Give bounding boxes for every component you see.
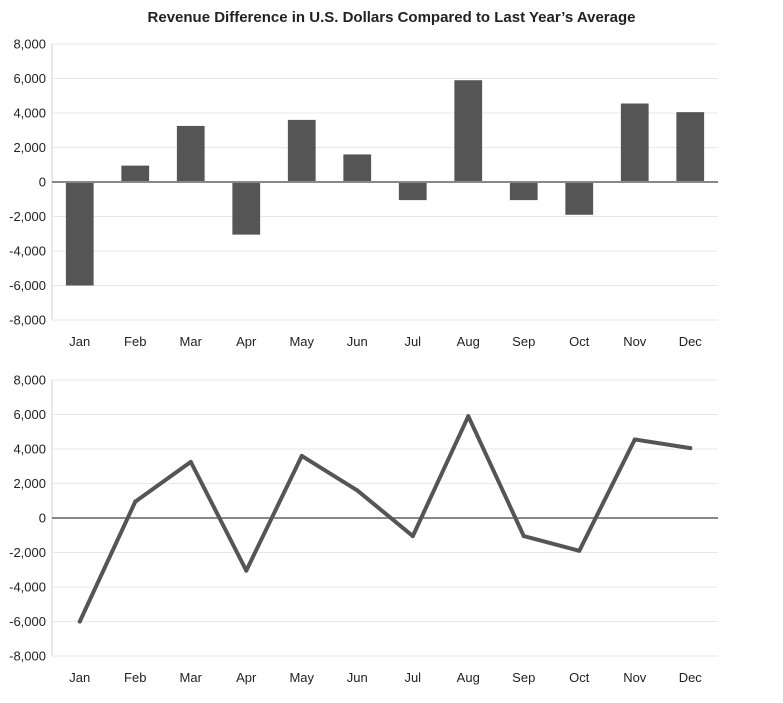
x-tick-label: Jan (69, 670, 90, 685)
x-tick-label: Feb (124, 334, 146, 349)
bar-jan (65, 182, 94, 286)
bar-jul (398, 182, 427, 201)
x-tick-label: Feb (124, 670, 146, 685)
point-dec (688, 446, 693, 451)
x-tick-label: Oct (569, 334, 590, 349)
point-apr (244, 568, 249, 573)
x-tick-label: Nov (623, 670, 647, 685)
x-tick-label: Jul (404, 670, 421, 685)
point-sep (521, 534, 526, 539)
line-chart: 8,000 6,000 4,000 2,000 0 -2,000 -4,000 -6,000 -… (9, 373, 718, 685)
bar-jun (343, 154, 372, 182)
y-tick-label: -4,000 (9, 580, 46, 595)
point-aug (466, 414, 471, 419)
y-tick-label: 8,000 (13, 373, 46, 388)
x-tick-label: Jun (347, 334, 368, 349)
bar-mar (176, 125, 205, 182)
y-tick-label: 0 (39, 175, 46, 190)
x-tick-label: Apr (236, 670, 257, 685)
bar-oct (565, 182, 594, 215)
bar-feb (121, 165, 150, 182)
x-tick-label: Mar (180, 334, 203, 349)
y-tick-label: 8,000 (13, 37, 46, 52)
point-oct (577, 548, 582, 553)
x-tick-label: May (289, 670, 314, 685)
x-tick-label: Jul (404, 334, 421, 349)
point-jul (410, 534, 415, 539)
chart-title: Revenue Difference in U.S. Dollars Compa… (147, 9, 636, 26)
x-tick-label: Nov (623, 334, 647, 349)
y-tick-label: 2,000 (13, 476, 46, 491)
bar-apr (232, 182, 261, 235)
point-jan (77, 619, 82, 624)
point-may (299, 453, 304, 458)
y-tick-label: -6,000 (9, 278, 46, 293)
y-tick-label: -8,000 (9, 313, 46, 328)
x-tick-label: Sep (512, 670, 535, 685)
point-mar (188, 459, 193, 464)
point-feb (133, 499, 138, 504)
bar-dec (676, 112, 705, 182)
bar-nov (620, 103, 649, 182)
x-tick-label: Dec (679, 670, 703, 685)
x-tick-label: Apr (236, 334, 257, 349)
x-tick-label: Sep (512, 334, 535, 349)
y-tick-label: 6,000 (13, 71, 46, 86)
y-tick-label: -6,000 (9, 614, 46, 629)
y-tick-label: 4,000 (13, 442, 46, 457)
y-tick-label: 2,000 (13, 140, 46, 155)
y-tick-label: 0 (39, 511, 46, 526)
x-tick-label: Oct (569, 670, 590, 685)
y-tick-label: -4,000 (9, 244, 46, 259)
x-tick-label: Mar (180, 670, 203, 685)
bar-chart: 8,000 6,000 4,000 2,000 0 -2,000 -4,000 -6,000 -… (9, 37, 718, 349)
y-tick-label: -2,000 (9, 209, 46, 224)
series-line (77, 414, 693, 624)
bar-aug (454, 80, 483, 182)
x-tick-label: Dec (679, 334, 703, 349)
x-tick-label: May (289, 334, 314, 349)
x-tick-label: Jun (347, 670, 368, 685)
y-tick-label: -2,000 (9, 545, 46, 560)
x-tick-label: Aug (457, 670, 480, 685)
bar-may (287, 119, 316, 182)
x-tick-label: Jan (69, 334, 90, 349)
bar-sep (509, 182, 538, 201)
x-tick-label: Aug (457, 334, 480, 349)
point-jun (355, 488, 360, 493)
y-tick-label: 4,000 (13, 106, 46, 121)
y-tick-label: -8,000 (9, 649, 46, 664)
point-nov (632, 437, 637, 442)
y-tick-label: 6,000 (13, 407, 46, 422)
